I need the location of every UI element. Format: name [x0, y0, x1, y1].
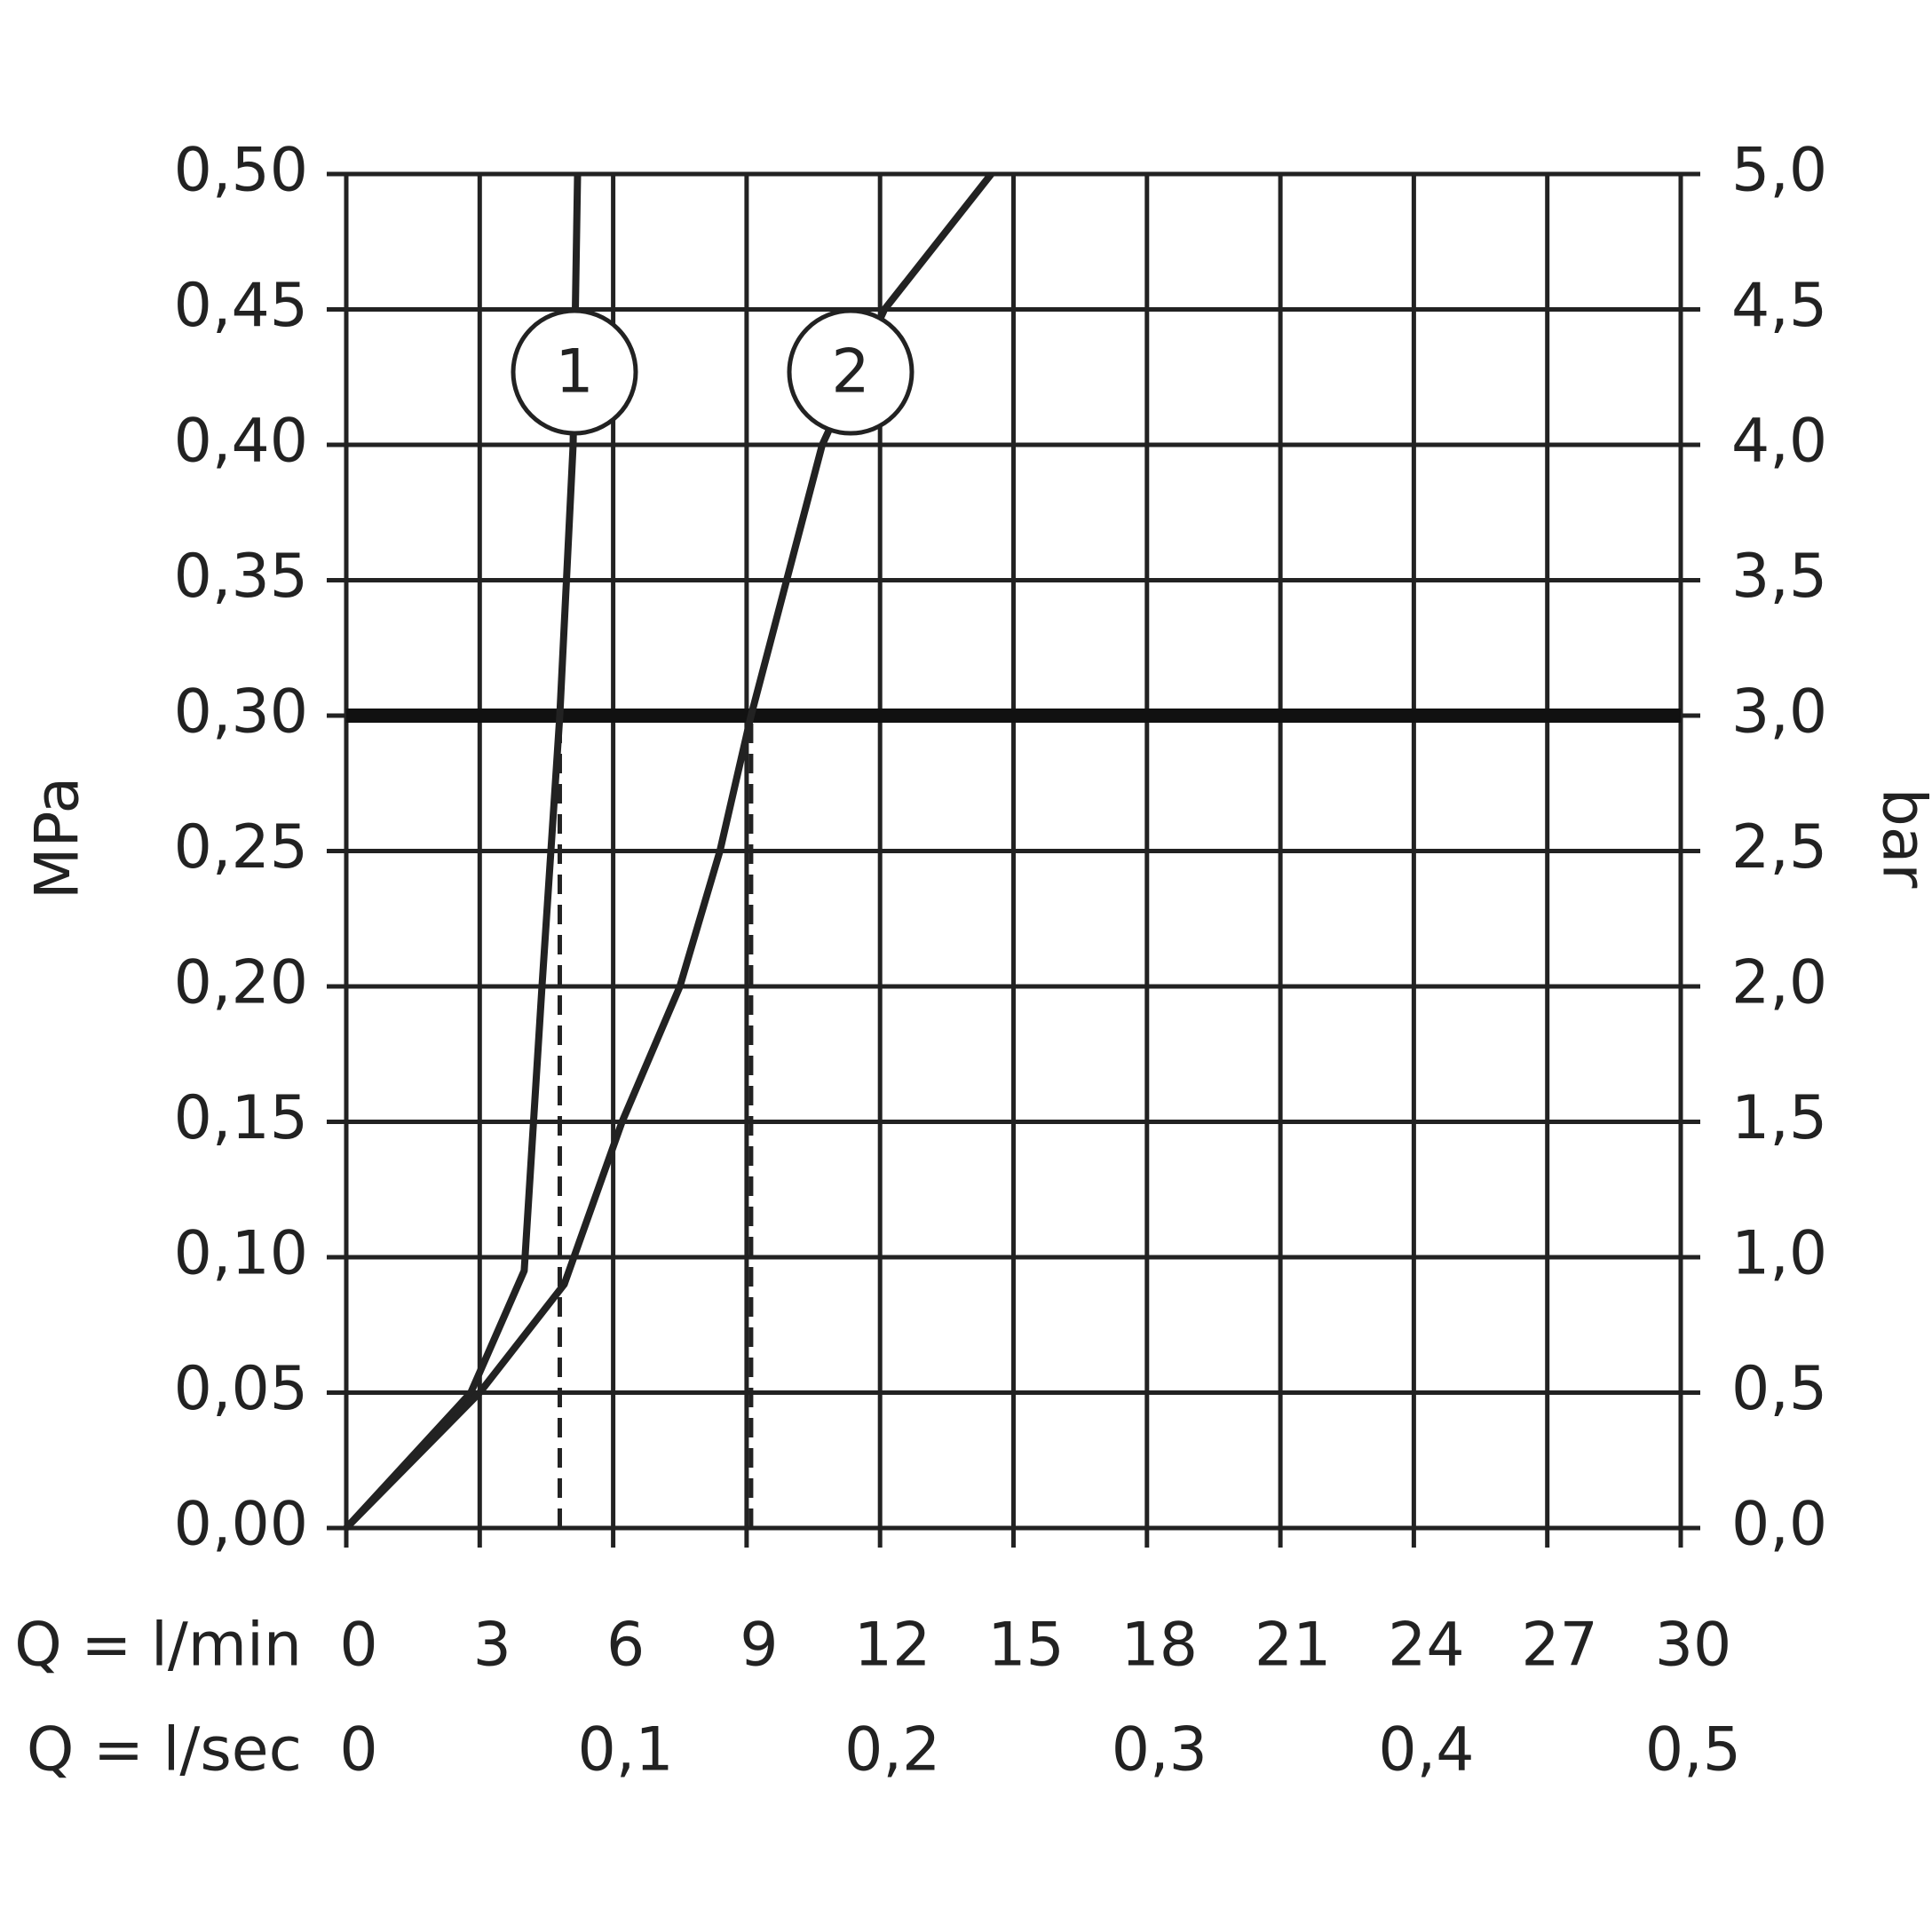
y2-tick-label: 1,0: [1731, 1219, 1827, 1289]
x-tick-label: 24: [1388, 1611, 1465, 1681]
x-tick-label: 3: [473, 1611, 511, 1681]
x-tick-label: 6: [606, 1611, 645, 1681]
x-tick-label: 30: [1655, 1611, 1732, 1681]
x2-tick-label: 0,1: [578, 1715, 674, 1786]
y2-axis-label: bar: [1868, 788, 1932, 889]
y2-tick-label: 0,0: [1731, 1490, 1827, 1560]
x-tick-label: 9: [740, 1611, 778, 1681]
y-tick-label: 0,50: [174, 136, 308, 206]
y2-tick-label: 0,5: [1731, 1354, 1827, 1424]
series-label-circle: [511, 308, 638, 436]
x-tick-label: 15: [987, 1611, 1065, 1681]
y-tick-label: 0,05: [174, 1354, 308, 1424]
y2-tick-label: 2,0: [1731, 948, 1827, 1018]
series-label-circle: [787, 308, 915, 436]
x2-tick-label: 0,4: [1378, 1715, 1474, 1786]
y2-tick-label: 2,5: [1731, 812, 1827, 883]
x2-tick-label: 0,2: [844, 1715, 940, 1786]
x-axis-label: Q = l/min: [14, 1611, 302, 1681]
y-tick-label: 0,15: [174, 1083, 308, 1153]
x2-axis-label: Q = l/sec: [27, 1715, 302, 1786]
y2-tick-label: 3,5: [1731, 542, 1827, 612]
y-axis-label: MPa: [23, 777, 93, 899]
x2-tick-label: 0: [339, 1715, 377, 1786]
y-tick-label: 0,45: [174, 271, 308, 341]
x-tick-label: 21: [1255, 1611, 1332, 1681]
y2-tick-label: 3,0: [1731, 677, 1827, 748]
y-tick-label: 0,20: [174, 948, 308, 1018]
x-tick-label: 27: [1521, 1611, 1598, 1681]
x2-tick-label: 0,5: [1645, 1715, 1741, 1786]
series-line: [344, 173, 582, 1531]
legend-label: 2: [831, 337, 869, 408]
y-tick-label: 0,30: [174, 677, 308, 748]
x-tick-label: 0: [339, 1611, 377, 1681]
y-tick-label: 0,10: [174, 1219, 308, 1289]
y-tick-label: 0,35: [174, 542, 308, 612]
y-tick-label: 0,40: [174, 407, 308, 477]
x-tick-label: 18: [1121, 1611, 1199, 1681]
y-tick-label: 0,25: [174, 812, 308, 883]
x-tick-label: 12: [854, 1611, 931, 1681]
y2-tick-label: 4,5: [1731, 271, 1827, 341]
y2-tick-label: 5,0: [1731, 136, 1827, 206]
y2-tick-label: 4,0: [1731, 407, 1827, 477]
legend-label: 1: [555, 337, 593, 408]
x2-tick-label: 0,3: [1112, 1715, 1208, 1786]
y2-tick-label: 1,5: [1731, 1083, 1827, 1153]
y-tick-label: 0,00: [174, 1490, 308, 1560]
